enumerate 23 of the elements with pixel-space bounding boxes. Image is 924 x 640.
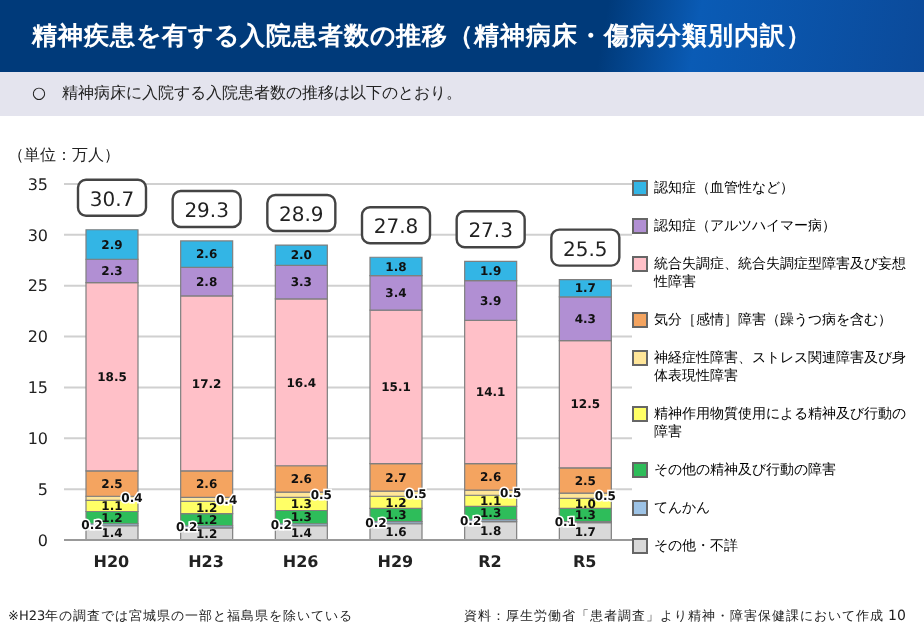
total-label: 30.7 [89,189,135,212]
x-tick-label: R5 [572,553,598,572]
y-tick-label: 30 [27,226,48,245]
y-tick-label: 15 [27,379,48,398]
y-tick-label: 35 [27,175,48,194]
x-tick-label: H23 [188,553,224,572]
x-tick-label: H26 [282,553,320,572]
chart-title: 精神疾患を有する入院患者数の推移（精神病床・傷病分類別内訳） [0,0,924,72]
x-tick-label: H20 [93,553,131,572]
y-axis-title: （単位：万人） [8,144,120,166]
total-label: 27.8 [373,217,419,240]
y-tick-label: 20 [27,328,48,347]
y-tick-label: 5 [37,480,48,499]
total-label: 29.3 [184,200,229,223]
y-tick-label: 10 [27,429,48,448]
total-label: 28.9 [279,205,324,228]
x-tick-label: R2 [478,553,502,572]
total-label: 25.5 [563,239,608,262]
y-tick-label: 0 [37,531,48,550]
chart-subtitle: ○ 精神病床に入院する入院患者数の推移は以下のとおり。 [0,72,924,116]
y-tick-label: 25 [27,277,48,296]
x-tick-label: H29 [377,553,415,572]
total-label: 27.3 [468,221,513,244]
